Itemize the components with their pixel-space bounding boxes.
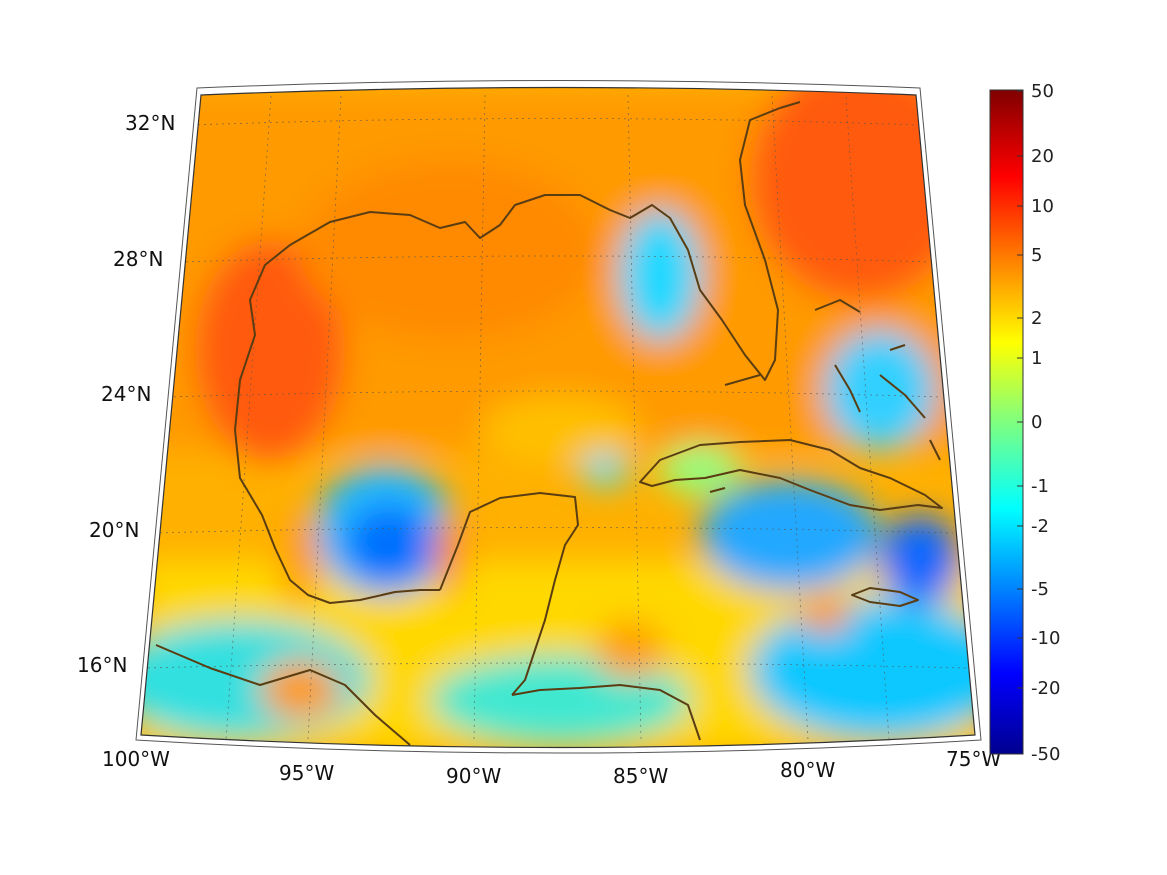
colorbar-tick-label: -5: [1031, 579, 1049, 600]
lon-label-80w: 80°W: [780, 758, 835, 782]
latitude-tick-labels: 32°N 28°N 24°N 20°N 16°N: [77, 111, 175, 677]
lat-label-28n: 28°N: [113, 247, 163, 271]
heatmap-field: [141, 87, 975, 748]
colorbar-tick-label: -2: [1031, 516, 1049, 537]
lon-label-100w: 100°W: [102, 747, 170, 771]
colorbar-tick-label: -10: [1031, 628, 1060, 649]
colorbar-tick-label: 2: [1031, 308, 1042, 329]
lat-label-20n: 20°N: [89, 518, 139, 542]
colorbar-tick-label: -50: [1031, 744, 1060, 765]
colorbar-tick-label: 10: [1031, 196, 1054, 217]
coastlines: [155, 101, 943, 746]
lat-label-16n: 16°N: [77, 653, 127, 677]
colorbar-tick-label: 50: [1031, 81, 1054, 102]
colorbar-tick-label: 5: [1031, 245, 1042, 266]
map-frame: [135, 80, 982, 754]
lon-label-95w: 95°W: [279, 761, 334, 785]
graticule: [141, 94, 967, 741]
colorbar-tick-label: 20: [1031, 146, 1054, 167]
lon-label-85w: 85°W: [613, 764, 668, 788]
longitude-tick-labels: 100°W 95°W 90°W 85°W 80°W 75°W: [102, 747, 1001, 788]
colorbar-tick-label: 1: [1031, 348, 1042, 369]
lat-label-32n: 32°N: [125, 111, 175, 135]
colorbar-tick-label: 0: [1031, 412, 1042, 433]
lon-label-90w: 90°W: [446, 764, 501, 788]
lat-label-24n: 24°N: [101, 382, 151, 406]
colorbar-tick-label: -1: [1031, 476, 1049, 497]
colorbar-tick-label: -20: [1031, 678, 1060, 699]
